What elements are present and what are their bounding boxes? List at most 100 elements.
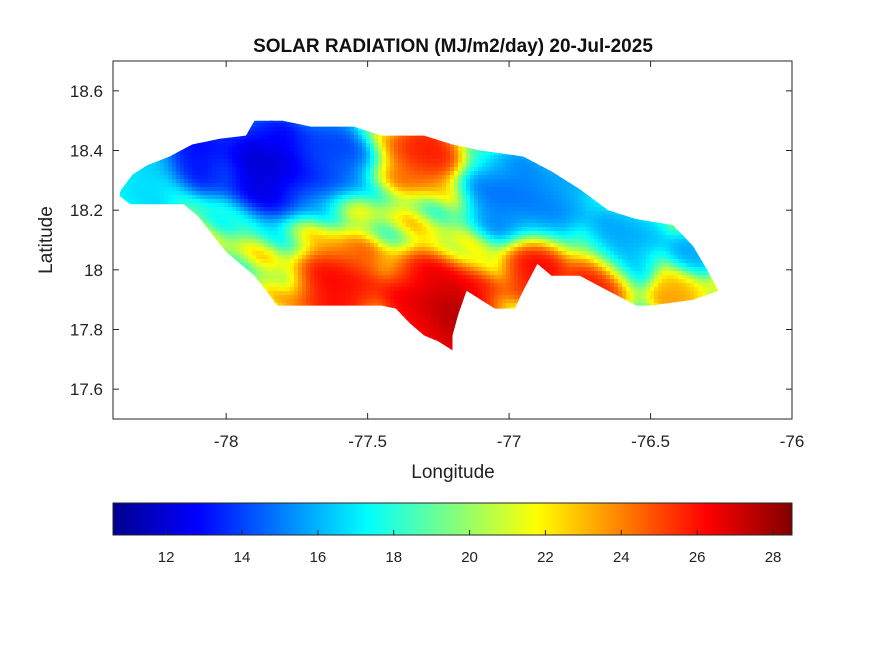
heat-cell	[350, 131, 355, 136]
heat-cell	[358, 215, 363, 220]
heat-cell	[294, 143, 299, 148]
heat-cell	[522, 223, 527, 228]
heat-cell	[494, 183, 499, 188]
heat-cell	[350, 127, 355, 132]
heat-cell	[338, 231, 343, 236]
heat-cell	[594, 279, 599, 284]
heat-cell	[362, 195, 367, 200]
heat-cell	[338, 255, 343, 260]
heat-cell	[354, 203, 359, 208]
heat-cell	[290, 191, 295, 196]
heat-cell	[334, 303, 339, 308]
heat-cell	[366, 279, 371, 284]
heat-cell	[310, 127, 315, 132]
heat-cell	[518, 195, 523, 200]
heat-cell	[578, 243, 583, 248]
heat-cell	[490, 279, 495, 284]
heat-cell	[290, 135, 295, 140]
heat-cell	[434, 195, 439, 200]
heat-cell	[298, 195, 303, 200]
heat-cell	[470, 227, 475, 232]
heat-cell	[278, 135, 283, 140]
heat-cell	[566, 215, 571, 220]
heat-cell	[538, 231, 543, 236]
heat-cell	[406, 203, 411, 208]
heat-cell	[458, 179, 463, 184]
heat-cell	[450, 235, 455, 240]
heat-cell	[334, 259, 339, 264]
heat-cell	[522, 163, 527, 168]
heat-cell	[386, 247, 391, 252]
heat-cell	[398, 199, 403, 204]
heat-cell	[474, 207, 479, 212]
heat-cell	[446, 195, 451, 200]
heat-cell	[434, 283, 439, 288]
heat-cell	[542, 223, 547, 228]
heat-cell	[550, 235, 555, 240]
heat-cell	[474, 211, 479, 216]
heat-cell	[334, 279, 339, 284]
heat-cell	[286, 231, 291, 236]
heat-cell	[454, 203, 459, 208]
heat-cell	[550, 199, 555, 204]
heat-cell	[490, 303, 495, 308]
heat-cell	[390, 195, 395, 200]
heat-cell	[310, 243, 315, 248]
heat-cell	[570, 187, 575, 192]
heat-cell	[450, 175, 455, 180]
heat-cell	[422, 143, 427, 148]
heat-cell	[438, 195, 443, 200]
heat-cell	[338, 143, 343, 148]
heat-cell	[478, 167, 483, 172]
heat-cell	[518, 179, 523, 184]
heat-cell	[566, 191, 571, 196]
heat-cell	[290, 143, 295, 148]
heat-cell	[414, 199, 419, 204]
heat-cell	[446, 267, 451, 272]
heat-cell	[506, 207, 511, 212]
heat-cell	[442, 143, 447, 148]
heat-cell	[518, 215, 523, 220]
heat-cell	[306, 135, 311, 140]
heat-cell	[482, 215, 487, 220]
heat-cell	[454, 195, 459, 200]
heat-cell	[298, 303, 303, 308]
heat-cell	[282, 263, 287, 268]
heat-cell	[498, 263, 503, 268]
heat-cell	[310, 135, 315, 140]
heat-cell	[302, 143, 307, 148]
heat-cell	[322, 139, 327, 144]
heat-cell	[318, 235, 323, 240]
heat-cell	[298, 291, 303, 296]
heat-cell	[494, 155, 499, 160]
heat-cell	[334, 227, 339, 232]
heat-cell	[386, 199, 391, 204]
heat-cell	[314, 271, 319, 276]
heat-cell	[486, 259, 491, 264]
heat-cell	[330, 279, 335, 284]
heat-cell	[298, 259, 303, 264]
heat-cell	[342, 163, 347, 168]
heat-cell	[490, 263, 495, 268]
heat-cell	[382, 147, 387, 152]
heat-cell	[310, 163, 315, 168]
heat-cell	[450, 195, 455, 200]
heat-cell	[482, 275, 487, 280]
heat-cell	[490, 227, 495, 232]
heat-cell	[278, 287, 283, 292]
heat-cell	[326, 295, 331, 300]
heat-cell	[306, 163, 311, 168]
heat-cell	[450, 239, 455, 244]
heat-cell	[306, 287, 311, 292]
heat-cell	[322, 155, 327, 160]
heat-cell	[450, 187, 455, 192]
heat-cell	[442, 287, 447, 292]
heat-cell	[506, 219, 511, 224]
heat-cell	[282, 259, 287, 264]
heat-cell	[430, 155, 435, 160]
heat-cell	[274, 215, 279, 220]
heat-cell	[534, 195, 539, 200]
heat-cell	[450, 179, 455, 184]
heat-cell	[298, 139, 303, 144]
heat-cell	[290, 271, 295, 276]
